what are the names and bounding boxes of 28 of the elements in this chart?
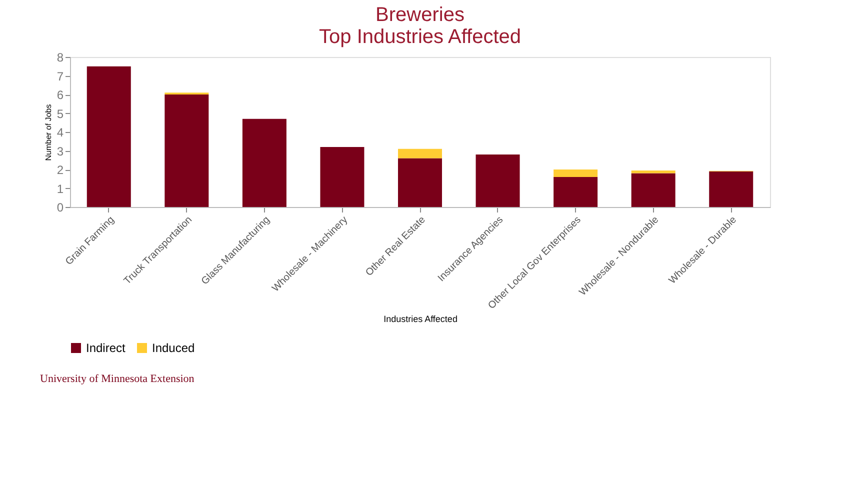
bar xyxy=(631,170,676,174)
bar xyxy=(554,170,598,177)
y-tick-label: 4 xyxy=(56,126,64,140)
bar xyxy=(242,118,286,207)
legend-label: Indirect xyxy=(86,341,126,355)
bar xyxy=(86,66,131,207)
text: Breweries xyxy=(376,4,464,26)
x-axis-title: Industries Affected xyxy=(384,314,458,324)
text: University of Minnesota Extension xyxy=(40,373,195,385)
bar xyxy=(320,147,364,207)
y-axis-title: Number of Jobs xyxy=(44,104,53,161)
y-tick-label: 3 xyxy=(56,144,64,158)
y-tick-label: 6 xyxy=(56,88,64,102)
bar xyxy=(398,148,442,158)
y-tick-label: 1 xyxy=(56,182,64,196)
bar xyxy=(709,171,754,207)
y-tick-label: 2 xyxy=(56,163,64,177)
y-tick-label: 7 xyxy=(56,69,64,84)
y-tick-label: 5 xyxy=(56,106,64,121)
bar xyxy=(476,154,520,207)
legend-label: Induced xyxy=(152,341,195,355)
bar xyxy=(398,158,442,207)
bar xyxy=(554,177,598,207)
y-tick-label: 8 xyxy=(56,50,64,64)
text: Top Industries Affected xyxy=(319,26,521,48)
bar xyxy=(164,94,209,207)
bar xyxy=(631,173,676,207)
y-tick-label: 0 xyxy=(56,200,64,214)
